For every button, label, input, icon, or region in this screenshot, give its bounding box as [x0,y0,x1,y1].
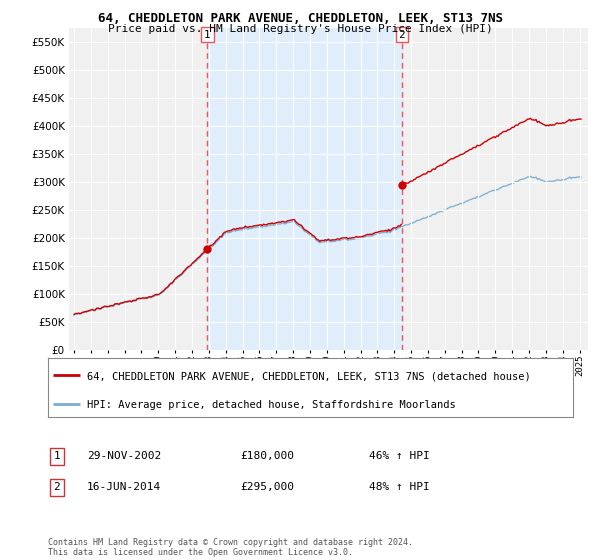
Text: 64, CHEDDLETON PARK AVENUE, CHEDDLETON, LEEK, ST13 7NS (detached house): 64, CHEDDLETON PARK AVENUE, CHEDDLETON, … [88,371,531,381]
Text: 64, CHEDDLETON PARK AVENUE, CHEDDLETON, LEEK, ST13 7NS: 64, CHEDDLETON PARK AVENUE, CHEDDLETON, … [97,12,503,25]
Bar [208,28,402,350]
Text: 46% ↑ HPI: 46% ↑ HPI [369,451,430,461]
Text: Price paid vs. HM Land Registry's House Price Index (HPI): Price paid vs. HM Land Registry's House … [107,24,493,34]
Text: 2: 2 [398,30,406,40]
Text: 2: 2 [53,482,61,492]
Text: £180,000: £180,000 [240,451,294,461]
Text: 1: 1 [204,30,211,40]
Text: 1: 1 [53,451,61,461]
Text: 48% ↑ HPI: 48% ↑ HPI [369,482,430,492]
Text: £295,000: £295,000 [240,482,294,492]
Text: 29-NOV-2002: 29-NOV-2002 [87,451,161,461]
Text: Contains HM Land Registry data © Crown copyright and database right 2024.
This d: Contains HM Land Registry data © Crown c… [48,538,413,557]
Text: HPI: Average price, detached house, Staffordshire Moorlands: HPI: Average price, detached house, Staf… [88,400,456,410]
Text: 16-JUN-2014: 16-JUN-2014 [87,482,161,492]
